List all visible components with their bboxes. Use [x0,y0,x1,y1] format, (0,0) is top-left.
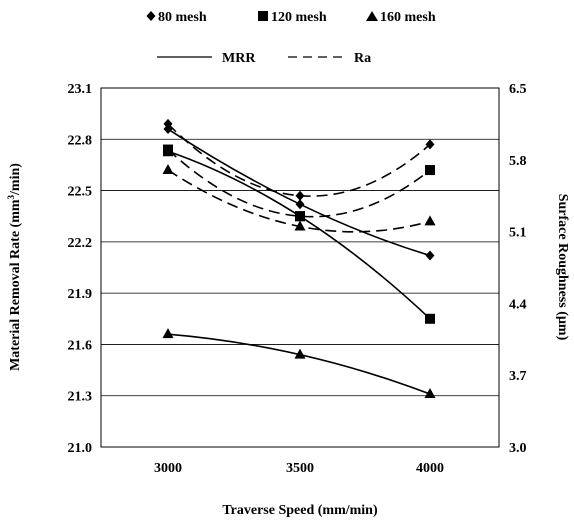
y-left-tick-label: 21.3 [68,390,93,405]
plot-area [100,87,500,448]
data-point-160-mesh-mrr [294,348,306,359]
data-point-160-mesh-ra [424,215,436,226]
y-left-tick-label: 23.1 [68,82,93,97]
legend-label-160-mesh: 160 mesh [380,10,436,25]
data-point-160-mesh-mrr [424,388,436,399]
legend-item-160-mesh: 160 mesh [366,10,436,25]
data-point-120-mesh-mrr [425,313,435,324]
y-left-tick-label: 22.2 [68,236,93,251]
data-point-120-mesh-ra [425,165,435,176]
y-left-axis-title-main: Material Removal Rate (mm [8,199,23,371]
y-right-tick-label: 4.4 [509,297,527,312]
data-point-80-mesh-ra [425,139,435,150]
series-line-120-mesh-ra [167,148,431,218]
legend-label-120-mesh: 120 mesh [271,10,327,25]
y-left-tick-labels: 21.0 21.3 21.6 21.9 22.2 22.5 22.8 23.1 [68,82,93,456]
y-right-tick-label: 3.7 [509,369,527,384]
data-point-80-mesh-mrr [425,250,435,261]
legend-item-mrr: MRR [157,51,256,66]
y-left-axis-title-tail: /min) [8,163,23,196]
y-left-axis-title: Material Removal Rate (mm3/min) [6,163,23,371]
x-tick-label: 3000 [154,461,182,476]
y-right-axis-title: Surface Roughness (µm) [555,194,570,341]
data-point-120-mesh-ra [163,144,173,155]
data-point-80-mesh-ra [163,118,173,129]
legend-lines: MRR Ra [157,51,371,66]
legend-diamond-marker [146,11,156,21]
data-point-120-mesh-ra [295,211,305,222]
y-right-tick-label: 5.1 [509,226,527,241]
y-left-tick-label: 21.6 [68,338,93,353]
plot-border [100,87,500,448]
y-left-tick-label: 21.9 [68,287,93,302]
legend-square-marker [258,11,268,21]
y-left-tick-label: 22.8 [68,133,93,148]
legend-label-ra: Ra [354,51,371,66]
y-right-tick-label: 5.8 [509,154,527,169]
x-tick-label: 3500 [286,461,314,476]
y-left-tick-label: 22.5 [68,185,93,200]
y-left-axis-title-sup: 3 [6,194,16,199]
legend-triangle-marker [366,11,378,21]
data-point-160-mesh-ra [294,220,306,231]
series-layer [162,118,436,399]
legend-item-120-mesh: 120 mesh [258,10,327,25]
data-point-160-mesh-ra [162,164,174,175]
y-right-tick-labels: 3.0 3.7 4.4 5.1 5.8 6.5 [509,82,527,456]
x-tick-label: 4000 [416,461,444,476]
legend-label-mrr: MRR [222,51,256,66]
y-left-tick-label: 21.0 [68,441,93,456]
data-point-80-mesh-mrr [295,199,305,210]
data-point-80-mesh-ra [295,190,305,201]
legend-mesh: 80 mesh 120 mesh 160 mesh [146,10,436,25]
legend-item-ra: Ra [288,51,371,66]
y-right-tick-label: 3.0 [509,441,527,456]
legend-label-80-mesh: 80 mesh [158,10,207,25]
legend-item-80-mesh: 80 mesh [146,10,207,25]
data-point-160-mesh-mrr [162,328,174,339]
x-tick-labels: 3000 3500 4000 [154,461,444,476]
x-axis-title: Traverse Speed (mm/min) [222,503,378,518]
y-right-tick-label: 6.5 [509,82,527,97]
